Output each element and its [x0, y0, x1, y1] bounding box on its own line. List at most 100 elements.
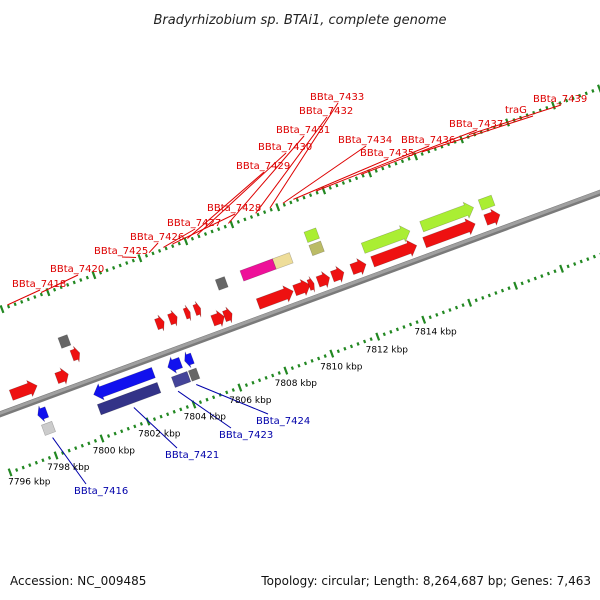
scale-label: 7814 kbp	[414, 327, 457, 337]
gene-arrow	[214, 276, 229, 291]
tick-mark	[395, 327, 400, 332]
gene-arrow	[255, 285, 294, 310]
tick-mark	[47, 455, 52, 460]
tick-mark	[551, 101, 556, 110]
gene-label: BBta_7416	[52, 437, 128, 497]
tick-mark	[389, 329, 393, 334]
scale-label: 7804 kbp	[184, 413, 227, 423]
gene-arrow	[192, 301, 202, 318]
tick-mark	[481, 295, 485, 300]
tick-mark	[315, 190, 319, 195]
tick-mark	[20, 299, 24, 304]
tick-mark	[53, 451, 59, 460]
tick-mark	[308, 193, 313, 198]
tick-mark	[591, 89, 595, 93]
tick-mark	[145, 417, 151, 426]
tick-mark	[225, 390, 229, 395]
scale-label: 7802 kbp	[138, 429, 181, 439]
tick-mark	[33, 295, 37, 299]
gene-arrow	[239, 258, 277, 282]
tick-mark	[343, 346, 347, 351]
tick-mark	[13, 302, 17, 307]
tick-mark	[0, 304, 5, 314]
tick-mark	[361, 173, 365, 178]
gene-arrow	[210, 309, 225, 328]
tick-mark	[507, 286, 511, 291]
tick-mark	[448, 308, 452, 312]
tick-mark	[335, 183, 339, 188]
svg-text:BBta_7436: BBta_7436	[401, 135, 455, 146]
tick-mark	[34, 460, 38, 465]
tick-mark	[428, 315, 432, 320]
tick-mark	[374, 169, 378, 173]
tick-mark	[236, 219, 240, 224]
tick-mark	[28, 463, 32, 468]
tick-mark	[402, 325, 406, 329]
gene-arrow	[57, 334, 72, 349]
tick-mark	[302, 195, 306, 200]
tick-mark	[112, 266, 116, 270]
tick-mark	[454, 305, 459, 310]
tick-mark	[329, 349, 335, 358]
tick-mark	[85, 275, 89, 280]
tick-mark	[571, 96, 575, 101]
gene-label: BBta_7423	[177, 390, 273, 441]
gene-arrow	[306, 276, 315, 293]
tick-mark	[231, 388, 235, 392]
svg-text:BBta_7418: BBta_7418	[12, 279, 66, 290]
tick-mark	[363, 339, 367, 344]
tick-mark	[592, 254, 596, 259]
genome-backbone	[0, 189, 600, 418]
tick-mark	[243, 217, 247, 222]
tick-mark	[198, 400, 203, 404]
tick-mark	[415, 320, 419, 325]
gene-arrow	[349, 257, 367, 276]
gene-label: traG	[421, 105, 534, 153]
tick-mark	[205, 397, 209, 402]
tick-mark	[579, 259, 583, 264]
tick-mark	[382, 332, 386, 337]
tick-mark	[540, 274, 544, 278]
gene-label: BBta_7435	[293, 148, 414, 200]
tick-mark	[513, 281, 519, 290]
map-title: Bradyrhizobium sp. BTAi1, complete genom…	[153, 13, 446, 28]
tick-mark	[133, 424, 137, 429]
tick-mark	[289, 200, 293, 205]
gene-arrow	[54, 367, 69, 386]
svg-text:BBta_7432: BBta_7432	[299, 106, 353, 117]
tick-mark	[126, 426, 130, 431]
tick-mark	[139, 422, 143, 426]
scale-label: 7800 kbp	[93, 446, 136, 456]
tick-mark	[264, 375, 268, 380]
tick-mark	[157, 249, 162, 253]
svg-text:BBta_7425: BBta_7425	[94, 246, 148, 257]
gene-label: BBta_7424	[196, 384, 310, 427]
tick-mark	[263, 210, 267, 215]
tick-mark	[52, 287, 57, 292]
tick-mark	[166, 412, 170, 417]
tick-mark	[171, 244, 175, 248]
svg-text:BBta_7428: BBta_7428	[207, 203, 261, 214]
scale-label: 7808 kbp	[275, 379, 318, 389]
tick-mark	[348, 178, 352, 183]
svg-text:BBta_7439: BBta_7439	[533, 94, 587, 105]
tick-mark	[183, 237, 189, 246]
gene-arrow	[69, 346, 81, 363]
tick-mark	[217, 227, 221, 231]
tick-mark	[172, 409, 176, 414]
svg-text:BBta_7427: BBta_7427	[167, 218, 221, 229]
gene-arrow	[96, 382, 162, 416]
gene-arrow	[360, 225, 411, 254]
tick-mark	[39, 292, 43, 297]
tick-mark	[558, 101, 562, 105]
tick-mark	[98, 270, 103, 275]
tick-mark	[210, 229, 214, 234]
tick-mark	[223, 224, 227, 229]
svg-text:traG: traG	[505, 105, 527, 116]
tick-mark	[59, 285, 63, 290]
gene-arrow	[167, 356, 184, 374]
gene-arrow	[187, 367, 201, 382]
tick-mark	[354, 176, 359, 181]
tick-mark	[118, 263, 122, 268]
tick-mark	[257, 378, 262, 383]
